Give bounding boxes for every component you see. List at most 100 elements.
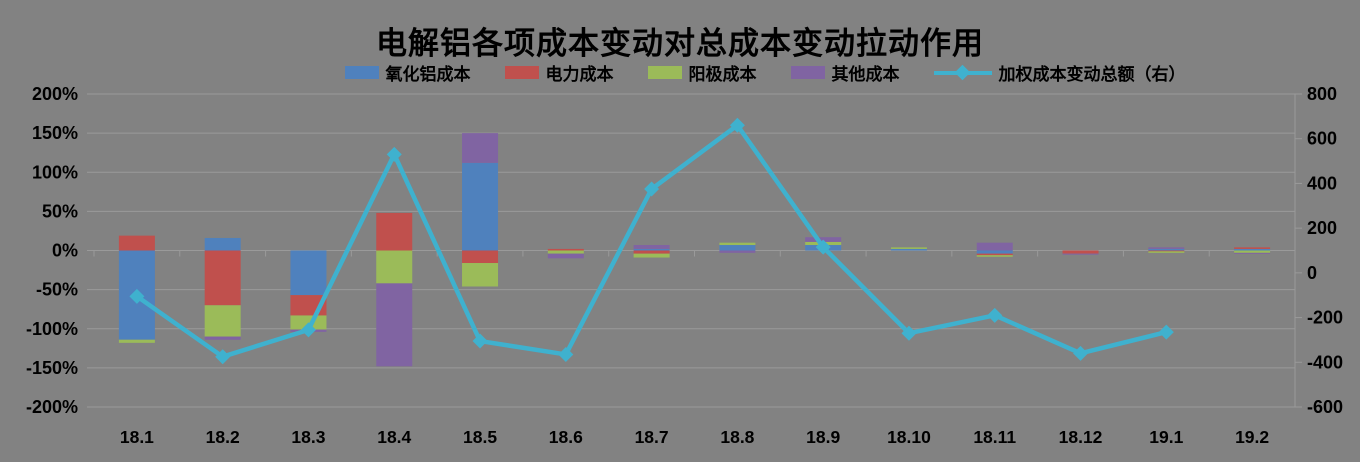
line-marker-diamond — [1073, 345, 1089, 361]
bar-segment-阳极成本 — [547, 250, 584, 254]
x-axis-label: 18.12 — [1059, 427, 1103, 447]
bar-segment-阳极成本 — [462, 263, 499, 287]
bar-segment-其他成本 — [633, 245, 670, 249]
left-axis-label: 150% — [32, 123, 78, 143]
legend-label: 加权成本变动总额（右） — [998, 65, 1186, 84]
legend-label: 阳极成本 — [688, 65, 757, 84]
bar-segment-电力成本 — [1234, 247, 1271, 249]
bar-segment-氧化铝成本 — [633, 248, 670, 251]
bar-segment-阳极成本 — [890, 247, 927, 249]
bar-segment-氧化铝成本 — [462, 162, 499, 251]
line-marker-diamond — [901, 325, 917, 341]
x-axis-label: 18.3 — [291, 427, 325, 447]
line-marker-diamond — [386, 146, 402, 162]
bar-segment-其他成本 — [805, 237, 842, 242]
right-axis-label: 0 — [1307, 263, 1317, 283]
x-axis-label: 18.5 — [463, 427, 497, 447]
legend-item-氧化铝成本: 氧化铝成本 — [344, 60, 471, 85]
bar-segment-其他成本 — [976, 242, 1013, 251]
left-axis-label: 100% — [32, 162, 78, 182]
right-axis-label: -200 — [1307, 308, 1343, 328]
bar-segment-其他成本 — [204, 336, 241, 340]
x-axis-label: 18.1 — [120, 427, 154, 447]
bar-segment-氧化铝成本 — [890, 248, 927, 251]
left-axis-label: -150% — [26, 358, 78, 378]
right-axis-label: 400 — [1307, 173, 1337, 193]
x-axis-label: 19.2 — [1235, 427, 1269, 447]
legend-label: 氧化铝成本 — [385, 65, 471, 84]
legend-swatch — [790, 66, 825, 79]
bar-segment-电力成本 — [1148, 250, 1185, 252]
chart-title: 电解铝各项成本变动对总成本变动拉动作用 — [376, 26, 984, 61]
line-marker-diamond — [472, 333, 488, 349]
legend-item-阳极成本: 阳极成本 — [647, 60, 757, 85]
bar-segment-其他成本 — [376, 283, 413, 367]
bar-segment-其他成本 — [719, 250, 756, 253]
left-axis-label: 0% — [52, 241, 78, 261]
legend-swatch — [647, 66, 682, 79]
legend-swatch — [504, 66, 539, 79]
left-axis-label: 50% — [42, 201, 78, 221]
right-axis-label: -600 — [1307, 397, 1343, 417]
x-axis-label: 18.6 — [549, 427, 583, 447]
line-marker-diamond — [729, 117, 745, 133]
line-marker-diamond — [300, 322, 316, 338]
bar-segment-阳极成本 — [633, 253, 670, 258]
x-axis-label: 18.7 — [635, 427, 669, 447]
left-axis-label: -100% — [26, 319, 78, 339]
left-axis-label: 200% — [32, 84, 78, 104]
chart-legend: 氧化铝成本 电力成本 阳极成本 其他成本 加权成本变动总额（右） — [0, 60, 1360, 85]
bar-segment-阳极成本 — [719, 242, 756, 246]
legend-item-其他成本: 其他成本 — [790, 60, 900, 85]
line-marker-diamond — [815, 239, 831, 255]
bar-segment-电力成本 — [633, 250, 670, 254]
bar-segment-电力成本 — [547, 248, 584, 251]
line-marker-diamond — [987, 307, 1003, 323]
line-marker-diamond — [215, 349, 231, 365]
bar-segment-电力成本 — [976, 253, 1013, 256]
bar-segment-电力成本 — [376, 212, 413, 251]
right-axis-label: 800 — [1307, 84, 1337, 104]
legend-label: 电力成本 — [545, 65, 614, 84]
bar-segment-电力成本 — [1062, 250, 1099, 254]
bar-segment-电力成本 — [462, 250, 499, 264]
x-axis-label: 18.4 — [377, 427, 411, 447]
bar-segment-氧化铝成本 — [1148, 248, 1185, 251]
line-marker-diamond — [129, 288, 145, 304]
bar-segment-其他成本 — [462, 133, 499, 163]
x-axis-label: 18.9 — [806, 427, 840, 447]
bar-segment-其他成本 — [547, 253, 584, 259]
right-axis-label: -400 — [1307, 352, 1343, 372]
bar-segment-氧化铝成本 — [290, 250, 327, 296]
bar-segment-其他成本 — [1062, 253, 1099, 255]
x-axis-label: 19.1 — [1149, 427, 1183, 447]
bar-segment-氧化铝成本 — [204, 237, 241, 251]
bar-segment-阳极成本 — [1234, 250, 1271, 253]
legend-item-加权成本变动总额（右）: 加权成本变动总额（右） — [933, 60, 1186, 85]
bar-segment-电力成本 — [118, 235, 155, 251]
bar-segment-阳极成本 — [376, 250, 413, 284]
x-axis-label: 18.11 — [973, 427, 1016, 447]
right-axis-label: 600 — [1307, 129, 1337, 149]
line-marker-diamond — [558, 346, 574, 362]
bar-segment-其他成本 — [1234, 252, 1271, 254]
bar-segment-氧化铝成本 — [976, 250, 1013, 254]
left-axis-label: -200% — [26, 397, 78, 417]
legend-swatch — [344, 66, 379, 79]
bar-segment-其他成本 — [1148, 247, 1185, 249]
bar-segment-阳极成本 — [976, 255, 1013, 257]
bar-segment-阳极成本 — [118, 339, 155, 343]
line-marker-diamond — [644, 181, 660, 197]
bar-segment-阳极成本 — [1148, 251, 1185, 253]
legend-label: 其他成本 — [831, 65, 900, 84]
line-marker-diamond — [1158, 324, 1174, 340]
x-axis-label: 18.8 — [720, 427, 754, 447]
bar-segment-氧化铝成本 — [1234, 248, 1271, 251]
right-axis-label: 200 — [1307, 218, 1337, 238]
bar-segment-电力成本 — [204, 250, 241, 306]
legend-line-marker — [933, 64, 992, 81]
bar-segment-阳极成本 — [204, 305, 241, 337]
x-axis-label: 18.2 — [206, 427, 240, 447]
